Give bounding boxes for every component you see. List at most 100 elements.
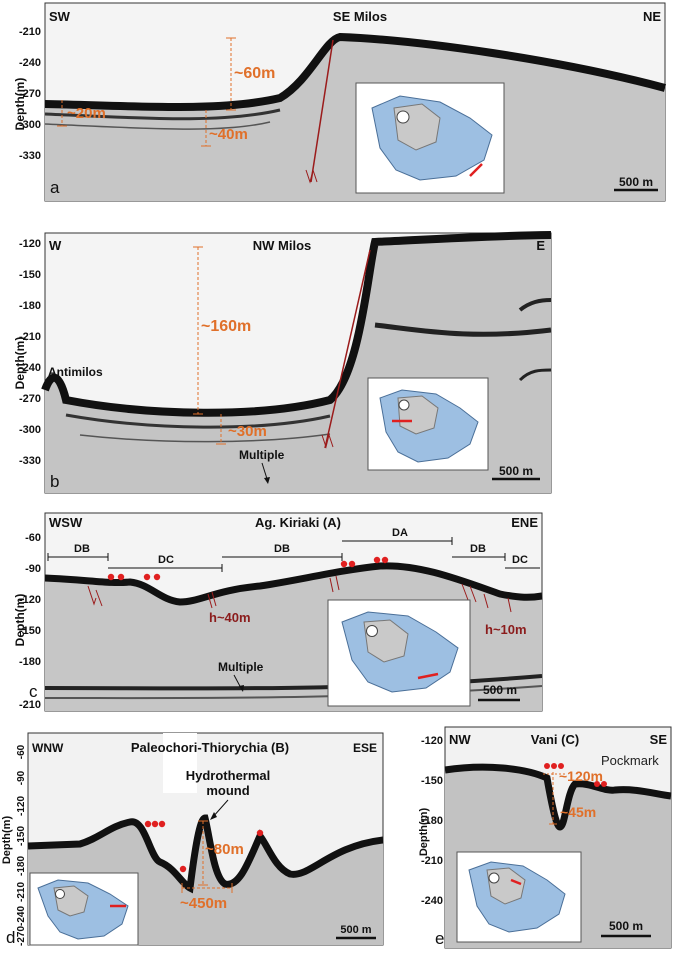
tick-label: -240 xyxy=(19,57,41,69)
scale-label: 500 m xyxy=(609,919,643,933)
scale-label: 500 m xyxy=(483,683,517,697)
axis-label-depth: Depth(m) xyxy=(13,78,27,131)
direction-left: SW xyxy=(49,9,71,24)
tick-label: -210 xyxy=(16,882,27,902)
tick-label: -180 xyxy=(19,656,41,668)
tick-label: -210 xyxy=(421,855,443,867)
subbottom-layer xyxy=(79,433,331,443)
pockmark-label: Pockmark xyxy=(601,753,659,768)
panel-letter: a xyxy=(50,178,60,197)
panel-letter: d xyxy=(6,928,15,947)
tick-label: -270 xyxy=(19,393,41,405)
domain-label: DC xyxy=(158,554,174,566)
panel-letter: c xyxy=(29,682,38,701)
panel-letter: b xyxy=(50,472,59,491)
seafloor-reflector xyxy=(27,814,384,894)
tick-label: -180 xyxy=(16,856,27,876)
panel-e xyxy=(415,0,685,230)
domain-label: DB xyxy=(274,543,290,555)
tick-label: -270 xyxy=(19,88,41,100)
axis-label-depth: Depth(m) xyxy=(418,808,430,857)
tick-label: -180 xyxy=(421,815,443,827)
tick-label: -300 xyxy=(19,119,41,131)
scale-label: 500 m xyxy=(340,924,371,936)
annotation-20m: ~20m xyxy=(67,105,106,122)
profile-title: Vani (C) xyxy=(531,732,579,747)
annotation-120m: ~120m xyxy=(559,768,603,784)
subbottom-layer xyxy=(65,413,331,429)
annotation-45m: ~45m xyxy=(560,804,596,820)
annotation-80m: ~80m xyxy=(205,841,244,858)
panel-letter: e xyxy=(435,929,444,948)
profile-location xyxy=(417,672,439,680)
profile-location xyxy=(469,163,483,177)
annotation-30m: ~30m xyxy=(228,423,267,440)
domain-brackets xyxy=(47,537,540,572)
panel-a: ~60m ~20m ~40m SW SE Milos NE a Depth(m)… xyxy=(13,2,667,202)
tick-label: -150 xyxy=(16,826,27,846)
profile-title: Ag. Kiriaki (A) xyxy=(255,515,341,530)
tick-label: -240 xyxy=(16,906,27,926)
inset-map xyxy=(327,599,471,707)
fault-line xyxy=(310,39,334,183)
panel-b: ~160m ~30m W NW Milos E Antimilos Multip… xyxy=(13,231,552,494)
scale-label: 500 m xyxy=(619,175,653,189)
tick-label: -240 xyxy=(421,895,443,907)
place-label: Antimilos xyxy=(48,365,103,379)
tick-label: -330 xyxy=(19,150,41,162)
tick-label: -90 xyxy=(16,770,27,785)
direction-right: E xyxy=(536,238,545,253)
tick-label: -240 xyxy=(19,362,41,374)
direction-left: NW xyxy=(449,732,471,747)
fault-arrows xyxy=(305,168,318,184)
direction-left: W xyxy=(49,238,62,253)
vent-dots xyxy=(544,763,607,787)
tick-label: -120 xyxy=(19,594,41,606)
tick-label: -60 xyxy=(25,532,41,544)
multiple-reflector xyxy=(374,322,552,337)
domain-label: DA xyxy=(392,527,408,539)
panel-e: ~120m ~45m Pockmark NW Vani (C) SE e Dep… xyxy=(418,726,672,949)
profile-title: SE Milos xyxy=(333,9,387,24)
axis-label-depth: Depth(m) xyxy=(13,594,27,647)
subbottom-layer xyxy=(44,108,281,121)
direction-right: NE xyxy=(643,9,661,24)
tick-label: -180 xyxy=(19,300,41,312)
fault-marks xyxy=(87,575,512,613)
tick-label: -330 xyxy=(19,455,41,467)
subseafloor-area xyxy=(45,37,665,201)
tick-label: -120 xyxy=(16,796,27,816)
tick-label: -210 xyxy=(19,699,41,711)
domain-label: DB xyxy=(470,543,486,555)
vent-dots xyxy=(144,820,264,873)
height-label: h~40m xyxy=(209,610,251,625)
annotation-40m: ~40m xyxy=(209,126,248,143)
seafloor-reflector xyxy=(41,231,552,417)
annotation-160m: ~160m xyxy=(201,318,251,335)
domain-label: DB xyxy=(74,543,90,555)
tick-label: -300 xyxy=(19,424,41,436)
tick-label: -60 xyxy=(16,744,27,759)
annotation-450m: ~450m xyxy=(180,895,227,912)
blank-patch xyxy=(163,733,197,793)
vent-dots xyxy=(107,556,389,581)
profile-title: Paleochori-Thiorychia (B) xyxy=(131,740,289,755)
axis-label-depth: Depth(m) xyxy=(1,816,13,865)
panel-d: ~80m ~450m Hydrothermal mound WNW Paleoc… xyxy=(1,732,384,947)
profile-title: NW Milos xyxy=(253,238,312,253)
tick-label: -90 xyxy=(25,563,41,575)
profile-location xyxy=(510,878,522,886)
tick-label: -120 xyxy=(19,238,41,250)
direction-right: ENE xyxy=(511,515,538,530)
tick-label: -120 xyxy=(421,735,443,747)
mound-label: Hydrothermal xyxy=(186,768,271,783)
annotation-60m: ~60m xyxy=(234,65,275,82)
multiple-label: Multiple xyxy=(218,660,264,674)
inset-map xyxy=(456,851,582,943)
seafloor-reflector xyxy=(44,562,543,606)
direction-left: WSW xyxy=(49,515,83,530)
panel-c: DB DC DB DA DB DC h~40m h~10m Multiple W… xyxy=(13,512,543,712)
domain-label: DC xyxy=(512,554,528,566)
tick-label: -270 xyxy=(16,926,27,946)
tick-label: -210 xyxy=(19,331,41,343)
